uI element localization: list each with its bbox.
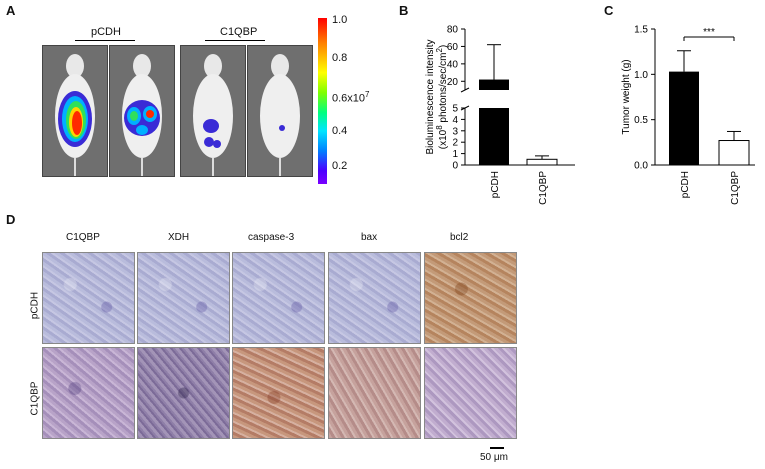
chart-b-ylabel-part: ) (438, 45, 449, 48)
chart-b-ylabel-line2: (x108 photons/sec/cm2) (435, 45, 450, 150)
ihc-image-pcdh-bax (328, 252, 421, 344)
chart-c-bar-pcdh (669, 71, 699, 165)
ihc-image-c1qbp-caspase3 (232, 347, 325, 439)
ihc-panel: C1QBP XDH caspase-3 bax bcl2 pCDH C1QBP (30, 230, 520, 442)
colorbar-tick-06: 0.6x107 (332, 90, 369, 105)
chart-b-ytick-label: 4 (452, 115, 458, 126)
mouse-illustration (260, 54, 300, 176)
colorbar (318, 18, 327, 184)
ihc-image-c1qbp-c1qbp (42, 347, 135, 439)
chart-c-ylabel: Tumor weight (g) (621, 59, 632, 134)
scale-bar-label: 50 μm (480, 452, 508, 463)
panel-label-a: A (6, 3, 16, 18)
chart-c-bar-c1qbp (718, 140, 750, 166)
chart-b-ylabel-part: (x10 (438, 129, 449, 149)
chart-b-axis-break (460, 105, 470, 111)
chart-c-plot: 0.0 0.5 1.0 1.5 *** pCDH C1QBP Tumor weight (g) (621, 25, 755, 205)
chart-b-ytick-label: 20 (447, 77, 459, 88)
mouse-image-pcdh-2 (109, 45, 175, 177)
chart-b-ytick-label: 60 (447, 42, 459, 53)
chart-b-category-label: pCDH (490, 171, 501, 198)
colorbar-tick-1: 1.0 (332, 14, 348, 26)
chart-b-bar-pcdh-lower (479, 108, 509, 165)
panel-label-c: C (604, 3, 614, 18)
group-label-pcdh: pCDH (91, 26, 121, 38)
group-underline-pcdh (75, 40, 135, 41)
ihc-image-pcdh-bcl2 (424, 252, 517, 344)
chart-c: 0.0 0.5 1.0 1.5 *** pCDH C1QBP Tumor weight (g) (621, 25, 755, 205)
ihc-row-c1qbp: C1QBP (29, 381, 41, 416)
ihc-column-caspase3: caspase-3 (248, 232, 295, 243)
chart-b-axis-break (460, 87, 470, 93)
ihc-image-pcdh-caspase3 (232, 252, 325, 344)
mouse-image-c1qbp-1 (180, 45, 246, 177)
chart-b-ytick-label: 1 (452, 149, 458, 160)
ihc-row-pcdh: pCDH (29, 291, 41, 320)
ihc-column-c1qbp: C1QBP (66, 232, 100, 243)
ihc-column-bax: bax (361, 232, 378, 243)
ihc-image-pcdh-xdh (137, 252, 230, 344)
chart-c-category-label: pCDH (680, 171, 691, 198)
chart-b-ytick-label: 40 (447, 59, 459, 70)
ihc-image-c1qbp-bax (328, 347, 421, 439)
ihc-column-bcl2: bcl2 (450, 232, 469, 243)
colorbar-exponent: 7 (365, 90, 370, 99)
mouse-image-pcdh-1 (42, 45, 108, 177)
colorbar-tick-04: 0.4 (332, 125, 348, 137)
ihc-column-xdh: XDH (168, 232, 190, 243)
ihc-image-c1qbp-bcl2 (424, 347, 517, 439)
chart-c-ytick-label: 1.5 (634, 25, 648, 36)
chart-c-ytick-label: 0.0 (634, 161, 648, 172)
mouse-illustration (55, 54, 95, 176)
mouse-illustration (193, 54, 233, 176)
panel-label-b: B (399, 3, 409, 18)
chart-b-bar-c1qbp (526, 158, 558, 166)
chart-c-significance-label: *** (703, 27, 715, 38)
group-underline-c1qbp (205, 40, 265, 41)
chart-b-ylabel-sup: 2 (435, 48, 444, 53)
chart-b-bar-pcdh-upper (479, 79, 509, 90)
chart-c-ytick-label: 1.0 (634, 70, 648, 81)
chart-c-ytick-label: 0.5 (634, 115, 648, 126)
chart-b-ytick-label: 0 (452, 161, 458, 172)
chart-b-ylabel-sup: 8 (435, 125, 444, 130)
panel-label-d: D (6, 212, 16, 227)
chart-b-ytick-label: 5 (452, 104, 458, 115)
chart-b-ylabel-line1: Bioluminescence intensity (425, 39, 436, 154)
chart-b-ytick-label: 2 (452, 138, 458, 149)
mouse-image-c1qbp-2 (247, 45, 313, 177)
chart-c-category-label: C1QBP (730, 171, 741, 205)
ihc-image-pcdh-c1qbp (42, 252, 135, 344)
chart-b-ytick-label: 80 (447, 25, 459, 36)
colorbar-tick-08: 0.8 (332, 52, 348, 64)
mouse-illustration (122, 54, 162, 176)
chart-b-category-label: C1QBP (538, 171, 549, 205)
group-label-c1qbp: C1QBP (220, 26, 258, 38)
chart-b-ytick-label: 3 (452, 126, 458, 137)
scale-bar (490, 447, 504, 449)
chart-b-ylabel-part: photons/sec/cm (438, 53, 449, 126)
colorbar-tick-06-text: 0.6x10 (332, 92, 366, 105)
ihc-image-c1qbp-xdh (137, 347, 230, 439)
colorbar-tick-02: 0.2 (332, 160, 348, 172)
